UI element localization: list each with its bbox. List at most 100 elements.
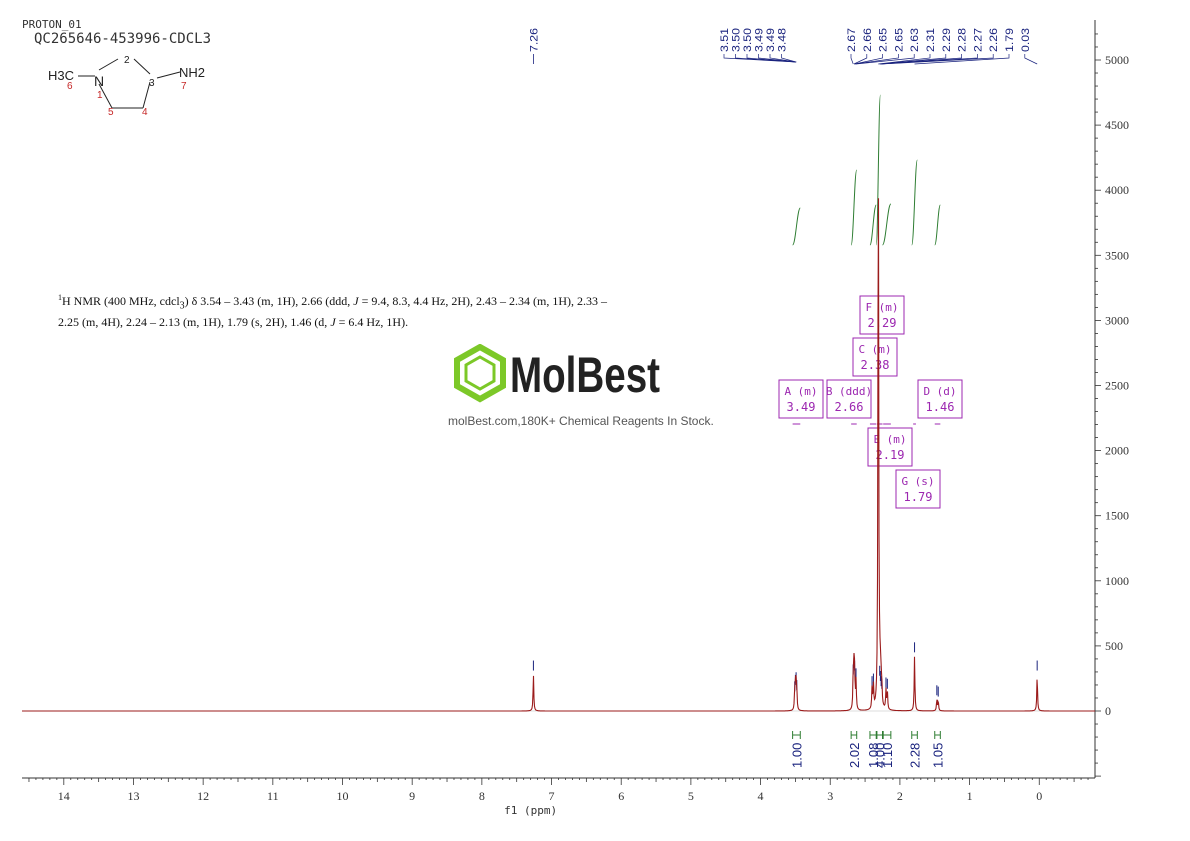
y-tick-label: 3000 xyxy=(1105,313,1129,327)
x-tick-label: 10 xyxy=(337,789,349,803)
molecule-structure: H3C N NH2 1 2 3 4 5 6 7 xyxy=(48,55,205,118)
peak-label-leader xyxy=(880,54,962,65)
integral-curve xyxy=(792,207,801,246)
x-tick-label: 5 xyxy=(688,789,694,803)
peak-label: 2.26 xyxy=(988,28,1000,52)
peak-label-leader xyxy=(854,54,883,65)
integral-curve xyxy=(934,204,941,246)
peak-label: 2.31 xyxy=(925,28,937,52)
watermark-brand: MolBest xyxy=(510,347,660,403)
watermark-tagline: molBest.com,180K+ Chemical Reagents In S… xyxy=(448,414,714,428)
multiplet-shift: 1.79 xyxy=(904,490,933,504)
integral-value: 2.28 xyxy=(908,743,923,768)
x-tick-label: 1 xyxy=(967,789,973,803)
multiplet-shift: 2.38 xyxy=(861,358,890,372)
atom-label: NH2 xyxy=(179,65,205,80)
x-tick-label: 12 xyxy=(197,789,209,803)
hexagon-logo-icon xyxy=(454,343,506,403)
description-coupling-symbol: J xyxy=(330,315,336,330)
peak-label-leader xyxy=(881,54,994,65)
y-tick-label: 4000 xyxy=(1105,183,1129,197)
integral-curve xyxy=(875,94,881,246)
peak-label: 2.63 xyxy=(909,28,921,52)
multiplet-shift: 2.29 xyxy=(868,316,897,330)
peak-label-leader xyxy=(853,54,868,65)
atom-label: N xyxy=(94,73,104,89)
peak-label-leader xyxy=(855,54,915,65)
integral-value: 1.05 xyxy=(931,743,946,768)
integral-value: 2.02 xyxy=(847,743,862,768)
y-tick-label: 500 xyxy=(1105,639,1123,653)
peak-label: 3.50 xyxy=(731,28,743,52)
atom-number: 6 xyxy=(67,81,73,92)
integral-curves: 1.00 2.02 1.084.001.10 2.28 1.05 xyxy=(789,94,946,768)
y-tick-label: 2000 xyxy=(1105,444,1129,458)
peak-label: 0.03 xyxy=(1020,28,1032,52)
integral-curve xyxy=(882,203,892,246)
atom-number: 2 xyxy=(124,55,130,66)
integral-curve xyxy=(869,204,877,246)
y-tick-label: 1000 xyxy=(1105,574,1129,588)
peak-label-leader xyxy=(746,54,797,63)
bond xyxy=(156,71,181,79)
peak-label: 2.66 xyxy=(862,28,874,52)
peak-label: 2.28 xyxy=(957,28,969,52)
multiplet-shift: 3.49 xyxy=(787,400,816,414)
multiplet-box xyxy=(778,379,824,419)
description-coupling-symbol: J xyxy=(353,294,359,308)
x-tick-label: 0 xyxy=(1036,789,1042,803)
multiplet-shift: 1.46 xyxy=(926,400,955,414)
experiment-label: PROTON_01 xyxy=(22,18,82,31)
description-subscript: 3 xyxy=(179,300,185,312)
multiplet-box xyxy=(826,379,872,419)
x-tick-label: 9 xyxy=(409,789,415,803)
peak-label-layer: 7.26 3.51 3.50 3.50 3.49 3.49 3.48 2.67 2.66 2.65… xyxy=(528,28,1038,65)
description-text: ) δ 3.54 – 3.43 (m, 1H), 2.66 (ddd, xyxy=(184,294,354,308)
peak-label-leader xyxy=(854,54,899,65)
multiplet-shift: 2.66 xyxy=(835,400,864,414)
peak-label: 7.26 xyxy=(528,28,540,52)
sample-id: QC265646-453996-CDCL3 xyxy=(34,31,212,47)
atom-label: H3C xyxy=(48,68,74,83)
peak-label-leader xyxy=(1024,54,1038,65)
multiplet-box xyxy=(859,295,905,335)
multiplet-label: G (s) xyxy=(901,475,934,488)
spectrum-trace xyxy=(22,198,1095,712)
peak-label: 2.29 xyxy=(941,28,953,52)
description-text: = 9.4, 8.3, 4.4 Hz, 2H), 2.43 – 2.34 (m,… xyxy=(58,294,608,330)
watermark-logo: MolBest xyxy=(448,343,668,409)
peak-label: 2.65 xyxy=(893,28,905,52)
description-isotope: 1 xyxy=(58,293,62,302)
x-tick-label: 8 xyxy=(479,789,485,803)
y-tick-label: 1500 xyxy=(1105,509,1129,523)
peak-label-leader xyxy=(878,54,931,65)
integral-value: 4.00 xyxy=(873,743,888,768)
x-tick-label: 7 xyxy=(549,789,555,803)
y-tick-label: 3500 xyxy=(1105,248,1129,262)
multiplet-box xyxy=(867,427,913,467)
y-tick-label: 0 xyxy=(1105,704,1111,718)
multiplet-label: B (ddd) xyxy=(826,385,872,398)
nmr-description: 1H NMR (400 MHz, cdcl3) δ 3.54 – 3.43 (m… xyxy=(58,290,618,330)
multiplet-label: A (m) xyxy=(784,385,817,398)
atom-number: 7 xyxy=(181,81,187,92)
atom-number: 3 xyxy=(149,78,155,89)
peak-label: 1.79 xyxy=(1004,28,1016,52)
integral-value: 1.00 xyxy=(789,743,804,768)
integral-curve xyxy=(911,159,918,246)
multiplet-boxes: A (m) 3.49 B (ddd) 2.66 C (m) 2.38 D (d) 1.46 E … xyxy=(778,295,963,509)
atom-number: 1 xyxy=(97,90,103,101)
peak-label-leader xyxy=(850,54,854,65)
multiplet-label: F (m) xyxy=(865,301,898,314)
peak-label: 3.50 xyxy=(742,28,754,52)
peak-label-leader xyxy=(781,54,797,63)
multiplet-shift: 2.19 xyxy=(876,448,905,462)
y-tick-label: 4500 xyxy=(1105,118,1129,132)
x-tick-label: 11 xyxy=(267,789,279,803)
multiplet-label: C (m) xyxy=(858,343,891,356)
peak-label-leader xyxy=(769,54,797,63)
integral-curve xyxy=(850,169,858,246)
x-tick-label: 3 xyxy=(827,789,833,803)
integral-value: 1.08 xyxy=(866,743,881,768)
